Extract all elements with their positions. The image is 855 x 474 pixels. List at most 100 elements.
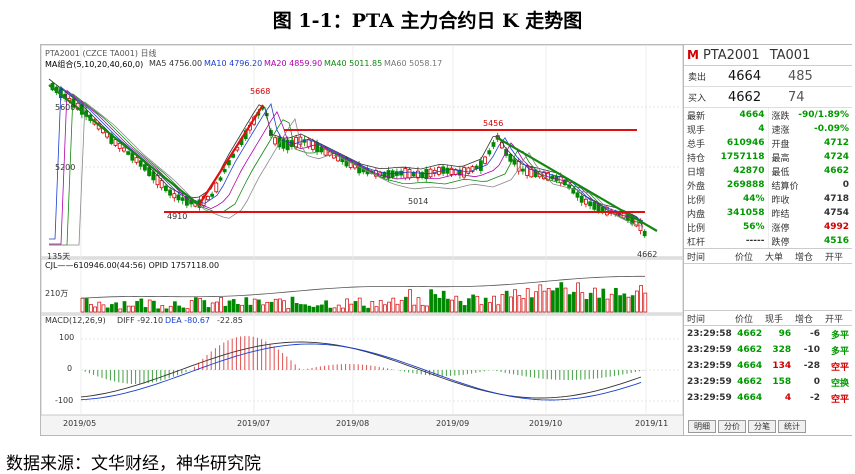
tick-p: 4662 [737, 345, 763, 355]
volume-bar [143, 307, 148, 313]
quotes_right-row: 昨结 4754 [769, 206, 853, 220]
candle-body [352, 164, 357, 169]
quotes_right-value: 4718 [823, 194, 849, 204]
bid-price: 4662 [728, 89, 762, 105]
tab-price-dist[interactable]: 分价 [718, 420, 746, 433]
bid-label: 买入 [688, 93, 707, 104]
dea-line [80, 343, 642, 401]
quotes_right-value: -90/1.89% [798, 110, 849, 120]
quotes_right-key: 昨收 [771, 195, 790, 206]
volume-bar [185, 308, 190, 313]
volume-bar [425, 305, 429, 313]
quote-panel-header: M PTA2001 TA001 [684, 45, 852, 66]
ask-volume: 485 [788, 68, 813, 84]
tick-o: 空平 [830, 394, 849, 405]
volume-bar [131, 305, 135, 313]
quotes_right-row: 结算价 0 [769, 178, 853, 192]
tab-detail[interactable]: 明细 [688, 420, 716, 433]
x-tick-2: 2019/08 [336, 419, 370, 428]
volume-bar [240, 304, 244, 313]
candle-body [483, 156, 488, 164]
tick-o: 多平 [830, 346, 849, 357]
candle-body [214, 182, 219, 193]
tick-o: 多平 [830, 330, 849, 341]
diff-label: DIFF -92.10 [117, 316, 164, 325]
candle-body [315, 142, 320, 153]
tab-stats[interactable]: 统计 [778, 420, 806, 433]
volume-bar [189, 300, 194, 313]
candle-body [386, 170, 391, 179]
tick-list: 23:29:58 4662 96 -6 多平 23:29:59 4662 328 -10 多平 23… [684, 326, 852, 406]
candle-body [222, 168, 227, 173]
tab-ticks[interactable]: 分笔 [748, 420, 776, 433]
bid-row: 买入 4662 74 [684, 87, 852, 108]
quotes_right-key: 结算价 [771, 181, 799, 192]
candle-body [218, 177, 223, 181]
candle-body [584, 198, 588, 205]
ask-price: 4664 [728, 68, 762, 84]
volume-bar [467, 298, 471, 313]
chart-header: PTA2001 (CZCE TA001) 日线 [45, 49, 157, 58]
x-tick-5: 2019/11 [635, 419, 669, 428]
volume-bar [328, 307, 333, 313]
macd-value-label: -22.85 [217, 316, 243, 325]
volume-bar [588, 292, 593, 313]
last-price-annotation: 4662 [637, 250, 658, 259]
quotes_left-key: 现手 [687, 125, 706, 136]
quotes_right-row: 速涨 -0.09% [769, 122, 853, 136]
volume-bar [504, 290, 509, 313]
candle-body [205, 195, 210, 201]
contract-symbol[interactable]: PTA2001 [702, 47, 760, 63]
quotes_right-key: 昨结 [771, 209, 790, 220]
price-pane [41, 45, 683, 258]
low-annotation: 4910 [167, 212, 188, 221]
candle-body [138, 160, 143, 167]
volume-bar [236, 303, 240, 313]
high-annotation: 5668 [250, 87, 271, 96]
volume-bar [332, 307, 337, 313]
contract-code[interactable]: TA001 [769, 47, 811, 63]
candle-body [449, 167, 454, 175]
quotes_right-row: 跌停 4516 [769, 234, 853, 248]
tick-t: 23:29:59 [687, 393, 732, 403]
kline-chart-area[interactable]: PTA2001 (CZCE TA001) 日线 MA组合(5,10,20,40,… [41, 45, 683, 435]
tick-row: 23:29:59 4662 328 -10 多平 [684, 342, 852, 358]
volume-bar [500, 294, 505, 313]
volume-bar [248, 304, 253, 313]
quotes_left-value: 4664 [739, 110, 765, 120]
volume-bar [437, 297, 442, 313]
tick-row: 23:29:59 4664 134 -28 空平 [684, 358, 852, 374]
dea-label: DEA -80.67 [165, 316, 211, 325]
volume-bar [370, 301, 375, 313]
volume-bar [618, 295, 622, 313]
volume-bar [542, 290, 547, 313]
volume-bar [160, 305, 165, 313]
volume-bar [139, 298, 144, 313]
volume-bar [601, 288, 606, 313]
figure-title: 图 1-1：PTA 主力合约日 K 走势图 [272, 10, 583, 32]
volume-bar [609, 293, 614, 313]
quotes_right-key: 最高 [771, 153, 790, 164]
tick-p: 4664 [737, 393, 763, 403]
open-interest-line [80, 275, 646, 299]
tick-v: 96 [778, 329, 792, 339]
volume-bar [525, 288, 530, 313]
volume-bar [530, 297, 534, 313]
quotes_left-value: 269888 [726, 180, 765, 190]
col-header-price: 价位 [734, 252, 753, 263]
quotes_left-row: 比例 56% [684, 220, 768, 234]
candle-body [117, 142, 122, 150]
candle-body [147, 167, 151, 176]
tick-t: 23:29:59 [687, 377, 732, 387]
volume-bar [252, 298, 257, 313]
volume-bar [299, 304, 303, 313]
quotes_right-value: 4754 [823, 208, 849, 218]
candle-body [319, 146, 324, 153]
candle-body [176, 194, 181, 201]
volume-bar [475, 295, 480, 313]
volume-bar [374, 306, 379, 313]
candle-body [478, 160, 483, 171]
volume-bar [223, 305, 228, 313]
candle-body [457, 169, 462, 176]
uptrend-line [198, 104, 264, 206]
